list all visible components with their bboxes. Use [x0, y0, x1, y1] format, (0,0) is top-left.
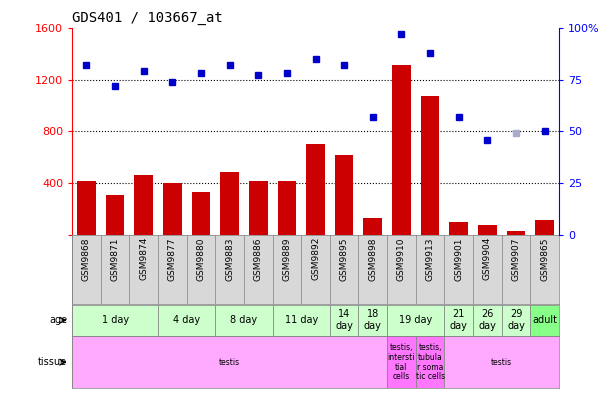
Text: 18
day: 18 day — [364, 309, 382, 331]
Text: adult: adult — [532, 315, 557, 325]
Text: age: age — [49, 315, 67, 325]
Text: GSM9865: GSM9865 — [540, 237, 549, 281]
Text: 8 day: 8 day — [230, 315, 257, 325]
Text: GSM9883: GSM9883 — [225, 237, 234, 281]
Bar — [416, 336, 444, 388]
Bar — [421, 96, 439, 235]
Text: 4 day: 4 day — [173, 315, 200, 325]
Bar — [135, 175, 153, 235]
Text: 11 day: 11 day — [285, 315, 318, 325]
Bar — [72, 305, 158, 335]
Bar — [249, 181, 267, 235]
Bar — [387, 305, 444, 335]
Bar — [444, 305, 473, 335]
Bar — [358, 305, 387, 335]
Bar — [478, 225, 496, 235]
Bar — [535, 219, 554, 235]
Text: testis,
intersti
tial
cells: testis, intersti tial cells — [388, 343, 415, 381]
Bar — [278, 181, 296, 235]
Text: GSM9889: GSM9889 — [282, 237, 291, 281]
Bar — [502, 305, 530, 335]
Bar — [473, 305, 502, 335]
Text: GSM9871: GSM9871 — [111, 237, 120, 281]
Text: 21
day: 21 day — [450, 309, 468, 331]
Text: 26
day: 26 day — [478, 309, 496, 331]
Text: GSM9913: GSM9913 — [426, 237, 435, 281]
Bar — [507, 231, 525, 235]
Text: GSM9895: GSM9895 — [340, 237, 349, 281]
Text: GSM9892: GSM9892 — [311, 237, 320, 280]
Text: GSM9874: GSM9874 — [139, 237, 148, 280]
Bar — [192, 192, 210, 235]
Text: GSM9877: GSM9877 — [168, 237, 177, 281]
Text: 29
day: 29 day — [507, 309, 525, 331]
Text: GSM9907: GSM9907 — [511, 237, 520, 281]
Text: GSM9901: GSM9901 — [454, 237, 463, 281]
Bar — [307, 145, 325, 235]
Bar — [72, 336, 387, 388]
Bar — [364, 218, 382, 235]
Text: 14
day: 14 day — [335, 309, 353, 331]
Text: GSM9886: GSM9886 — [254, 237, 263, 281]
Text: 1 day: 1 day — [102, 315, 129, 325]
Bar — [335, 155, 353, 235]
Bar — [392, 65, 410, 235]
Bar — [106, 195, 124, 235]
Bar — [450, 222, 468, 235]
Text: testis,
tubula
r soma
tic cells: testis, tubula r soma tic cells — [415, 343, 445, 381]
Text: GSM9880: GSM9880 — [197, 237, 206, 281]
Bar — [330, 305, 358, 335]
Bar — [530, 305, 559, 335]
Text: 19 day: 19 day — [399, 315, 432, 325]
Bar — [77, 181, 96, 235]
Text: GSM9910: GSM9910 — [397, 237, 406, 281]
Text: GSM9868: GSM9868 — [82, 237, 91, 281]
Bar — [158, 305, 215, 335]
Text: GSM9898: GSM9898 — [368, 237, 377, 281]
Bar — [221, 171, 239, 235]
Bar — [444, 336, 559, 388]
Bar — [215, 305, 273, 335]
Text: tissue: tissue — [38, 357, 67, 367]
Text: GSM9904: GSM9904 — [483, 237, 492, 280]
Bar — [273, 305, 330, 335]
Text: testis: testis — [491, 358, 512, 367]
Bar — [163, 183, 182, 235]
Bar — [387, 336, 416, 388]
Text: GDS401 / 103667_at: GDS401 / 103667_at — [72, 11, 223, 25]
Text: testis: testis — [219, 358, 240, 367]
